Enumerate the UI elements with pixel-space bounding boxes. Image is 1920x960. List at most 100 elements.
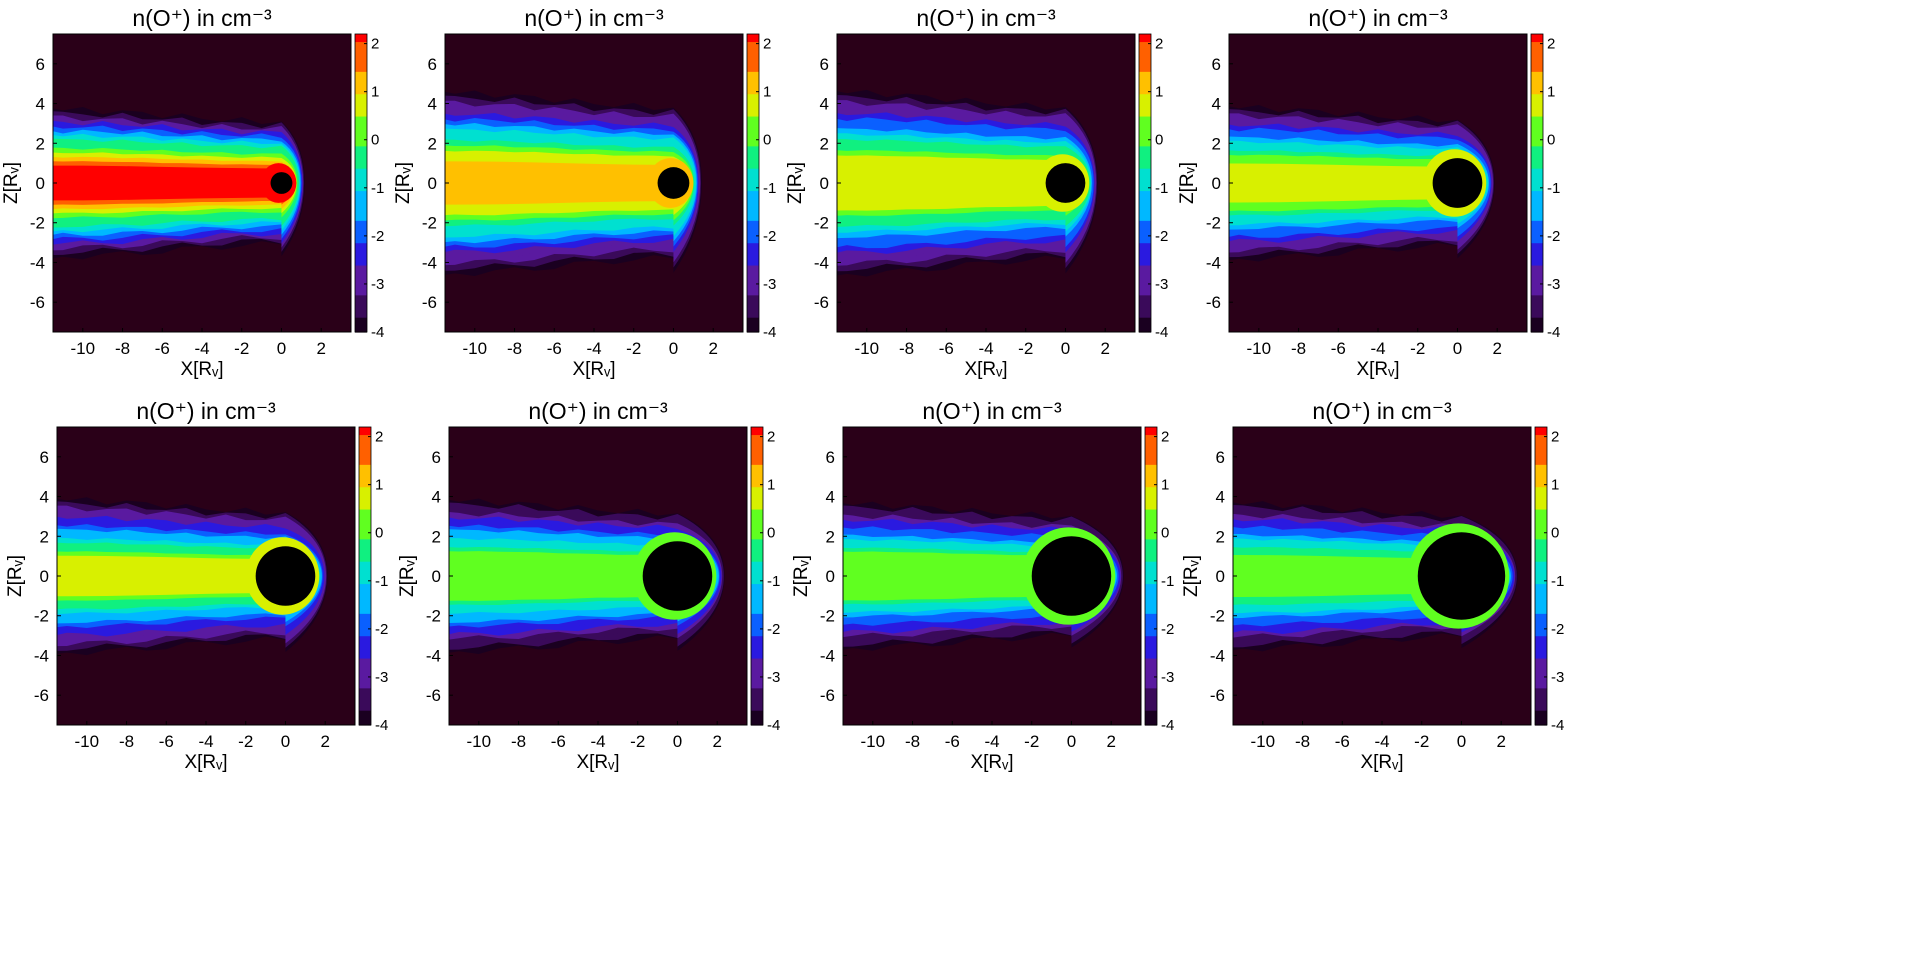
colorbar-segment <box>747 317 759 326</box>
y-tick-label: 6 <box>820 55 829 74</box>
colorbar-segment <box>751 620 763 629</box>
colorbar-segment <box>1535 508 1547 517</box>
colorbar-segment <box>1139 34 1151 43</box>
colorbar-tick-label: 2 <box>375 429 383 446</box>
x-tick-label: -2 <box>1024 732 1039 751</box>
colorbar-tick-label: 0 <box>1155 132 1163 149</box>
x-tick-label: 2 <box>708 339 717 358</box>
colorbar-segment <box>359 486 371 495</box>
colorbar-segment <box>1145 598 1157 607</box>
colorbar-segment <box>1535 583 1547 592</box>
colorbar-segment <box>1145 687 1157 696</box>
colorbar-segment <box>1145 471 1157 480</box>
y-tick-label: -4 <box>1210 646 1225 665</box>
panel-title: n(O⁺) in cm⁻³ <box>916 5 1056 31</box>
colorbar-segment <box>1535 427 1547 436</box>
x-axis-label: X[Rᵥ] <box>970 752 1013 773</box>
colorbar-segment <box>1531 130 1543 139</box>
colorbar-segment <box>1531 93 1543 102</box>
colorbar-segment <box>1531 190 1543 199</box>
colorbar-segment <box>355 34 367 43</box>
colorbar-tick-label: -4 <box>1547 324 1560 341</box>
colorbar-segment <box>355 190 367 199</box>
colorbar-segment <box>1531 264 1543 273</box>
colorbar-segment <box>1531 153 1543 162</box>
panel-title: n(O⁺) in cm⁻³ <box>1312 398 1452 424</box>
colorbar-segment <box>359 568 371 577</box>
colorbar-segment <box>1531 34 1543 43</box>
colorbar-segment <box>355 56 367 65</box>
y-tick-label: 0 <box>36 174 45 193</box>
colorbar-segment <box>1531 115 1543 124</box>
colorbar-segment <box>1531 168 1543 177</box>
colorbar-segment <box>1139 160 1151 169</box>
colorbar-segment <box>359 456 371 465</box>
colorbar-segment <box>355 257 367 266</box>
x-tick-label: 0 <box>277 339 286 358</box>
colorbar-segment <box>751 717 763 726</box>
colorbar-segment <box>751 441 763 450</box>
colorbar-segment <box>1145 576 1157 585</box>
y-tick-label: 4 <box>826 488 835 507</box>
colorbar-tick-label: -4 <box>1155 324 1168 341</box>
x-tick-label: -4 <box>586 339 601 358</box>
colorbar-segment <box>1531 71 1543 80</box>
y-tick-label: 6 <box>428 55 437 74</box>
x-tick-label: -8 <box>119 732 134 751</box>
x-tick-label: -8 <box>115 339 130 358</box>
colorbar-segment <box>747 264 759 273</box>
density-contours <box>843 501 1124 651</box>
colorbar-segment <box>1145 456 1157 465</box>
colorbar-segment <box>751 494 763 503</box>
colorbar-segment <box>1139 138 1151 147</box>
colorbar-segment <box>359 590 371 599</box>
colorbar-tick-label: -2 <box>375 621 388 638</box>
colorbar-segment <box>1531 257 1543 266</box>
colorbar-segment <box>1145 464 1157 473</box>
colorbar-segment <box>751 702 763 711</box>
colorbar-segment <box>747 138 759 147</box>
y-tick-label: 6 <box>36 55 45 74</box>
colorbar-segment <box>747 279 759 288</box>
x-tick-label: 2 <box>1106 732 1115 751</box>
colorbar-segment <box>751 508 763 517</box>
colorbar-frame <box>750 426 764 726</box>
colorbar-segment <box>1531 235 1543 244</box>
colorbar-segment <box>359 680 371 689</box>
colorbar-segment <box>751 479 763 488</box>
y-tick-label: 2 <box>40 527 49 546</box>
colorbar-frame <box>354 33 368 333</box>
colorbar-tick-label: -3 <box>767 669 780 686</box>
colorbar-tick-label: -1 <box>1161 573 1174 590</box>
colorbar-segment <box>1535 672 1547 681</box>
colorbar-segment <box>1531 183 1543 192</box>
colorbar-segment <box>1531 279 1543 288</box>
y-tick-label: -6 <box>1206 293 1221 312</box>
colorbar-segment <box>1531 287 1543 296</box>
y-tick-label: 0 <box>820 174 829 193</box>
colorbar-segment <box>1535 680 1547 689</box>
y-tick-label: 2 <box>826 527 835 546</box>
colorbar-segment <box>359 643 371 652</box>
colorbar-segment <box>1139 183 1151 192</box>
y-tick-label: -4 <box>814 253 829 272</box>
colorbar-segment <box>1531 108 1543 117</box>
x-tick-label: -2 <box>1410 339 1425 358</box>
colorbar-segment <box>1145 553 1157 562</box>
colorbar-segment <box>751 568 763 577</box>
colorbar-tick-label: -3 <box>1551 669 1564 686</box>
x-tick-label: -10 <box>861 732 886 751</box>
colorbar-segment <box>1535 546 1547 555</box>
colorbar-segment <box>1145 680 1157 689</box>
colorbar-segment <box>751 434 763 443</box>
colorbar-segment <box>751 710 763 719</box>
colorbar-segment <box>1145 523 1157 532</box>
colorbar-segment <box>1139 63 1151 72</box>
colorbar-segment <box>1145 665 1157 674</box>
colorbar-segment <box>359 628 371 637</box>
x-tick-label: -10 <box>463 339 488 358</box>
colorbar-segment <box>747 212 759 221</box>
y-tick-label: 6 <box>432 448 441 467</box>
